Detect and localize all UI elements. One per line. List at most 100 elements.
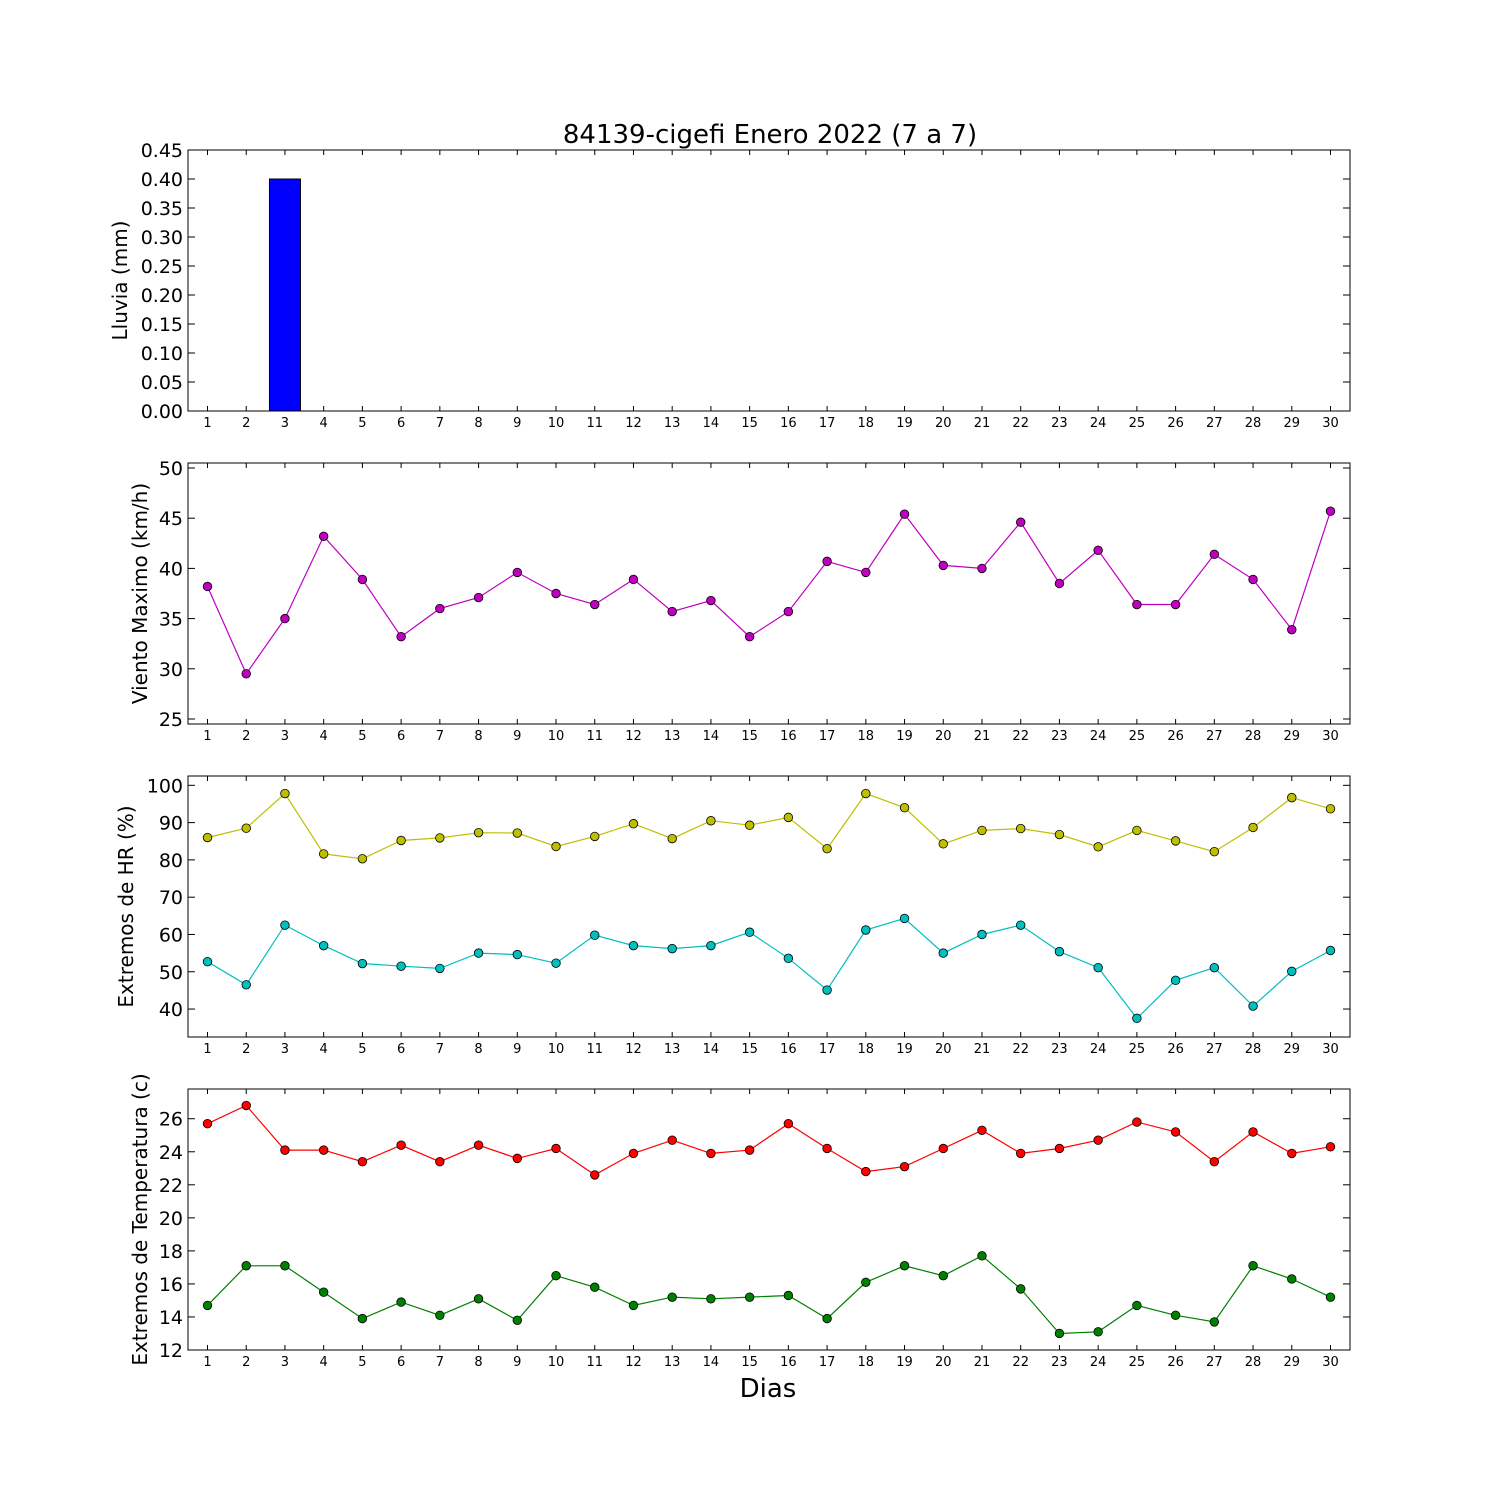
data-point [318,1287,329,1297]
x-tick-label: 29 [1284,729,1301,744]
x-tick-label: 17 [819,1042,836,1057]
chart-title: 84139-cigefi Enero 2022 (7 a 7) [563,120,977,150]
x-tick-label: 8 [474,416,482,431]
data-point [822,556,832,567]
x-tick-label: 6 [397,1042,405,1057]
data-point [706,816,716,826]
x-tick-label: 12 [625,729,642,744]
x-tick-label: 12 [625,1042,642,1057]
x-tick-label: 14 [703,1355,720,1370]
x-tick-label: 29 [1284,416,1301,431]
data-point [435,1156,445,1167]
data-point [667,833,677,844]
x-tick-label: 28 [1245,729,1262,744]
x-tick-label: 24 [1090,416,1107,431]
data-point [1016,517,1026,527]
x-tick-label: 10 [548,1355,565,1370]
data-point [590,1282,600,1292]
x-tick-label: 21 [974,729,991,744]
x-tick-label: 21 [974,416,991,431]
data-point [202,1300,213,1311]
data-point [628,819,639,829]
x-tick-label: 27 [1206,1042,1223,1057]
data-point [628,574,639,585]
data-point [783,953,794,964]
data-point [551,1143,561,1154]
data-point [861,567,871,578]
y-tick-label: 22 [159,1175,183,1197]
data-point [667,1135,677,1145]
data-point [1132,825,1142,836]
data-point [512,949,522,960]
y-tick-label: 0.15 [141,314,183,336]
x-tick-label: 20 [935,729,952,744]
data-point [590,1170,600,1180]
x-tick-label: 16 [780,1042,797,1057]
y-tick-label: 0.45 [141,140,183,162]
x-tick-label: 24 [1090,729,1107,744]
data-point [1248,1001,1258,1011]
y-tick-label: 0.30 [141,227,183,249]
y-tick-label: 0.35 [141,198,183,220]
x-tick-label: 26 [1167,416,1184,431]
x-tick-label: 19 [896,729,913,744]
x-tick-label: 1 [203,729,211,744]
x-tick-label: 10 [548,729,565,744]
data-point [1170,1127,1181,1137]
y-tick-label: 0.10 [141,343,183,365]
y-tick-label: 12 [159,1340,183,1362]
data-point [280,920,290,930]
x-tick-label: 17 [819,1355,836,1370]
y-tick-label: 35 [159,609,183,631]
data-point [202,832,213,843]
data-point [551,1270,561,1281]
data-point [1016,1284,1026,1294]
data-point [628,1148,639,1159]
data-point [551,588,561,599]
x-tick-label: 4 [320,1042,328,1057]
x-tick-label: 22 [1012,1042,1029,1057]
x-tick-label: 14 [703,416,720,431]
x-tick-label: 15 [741,1042,758,1057]
data-point [280,1145,290,1155]
data-point [1054,829,1065,840]
x-tick-label: 22 [1012,1355,1029,1370]
x-tick-label: 5 [358,416,366,431]
x-tick-label: 9 [513,729,521,744]
plot-frame [187,1088,1351,1351]
x-tick-label: 7 [436,1355,444,1370]
x-tick-label: 1 [203,1042,211,1057]
data-point [551,958,561,968]
x-tick-label: 30 [1322,416,1339,431]
data-point [318,849,329,859]
x-tick-label: 1 [203,1355,211,1370]
y-tick-label: 0.20 [141,285,183,307]
x-tick-label: 6 [397,416,405,431]
x-tick-label: 14 [703,729,720,744]
x-tick-label: 17 [819,729,836,744]
y-tick-label: 45 [159,508,183,530]
x-tick-label: 16 [780,416,797,431]
data-point [822,844,832,854]
data-point [1170,975,1181,986]
data-point [1054,578,1065,589]
x-tick-label: 12 [625,1355,642,1370]
data-point [473,1294,484,1304]
data-point [1209,962,1220,973]
y-tick-label: 20 [159,1208,183,1230]
data-point [1248,1127,1258,1137]
x-tick-label: 4 [320,416,328,431]
data-point [744,1292,755,1302]
y-tick-label: 100 [147,775,183,797]
data-point [435,833,445,843]
data-point [1170,599,1181,610]
data-point [899,509,910,519]
x-tick-label: 21 [974,1042,991,1057]
data-point [473,948,484,958]
x-tick-label: 3 [281,1355,289,1370]
data-point [706,1148,716,1159]
data-point [1170,836,1181,846]
data-point [1093,1327,1103,1337]
panel-temperatura: Extremos de Temperatura (c) 1 2 3 4 5 6 7 8 9 10 1… [128,1073,1351,1370]
